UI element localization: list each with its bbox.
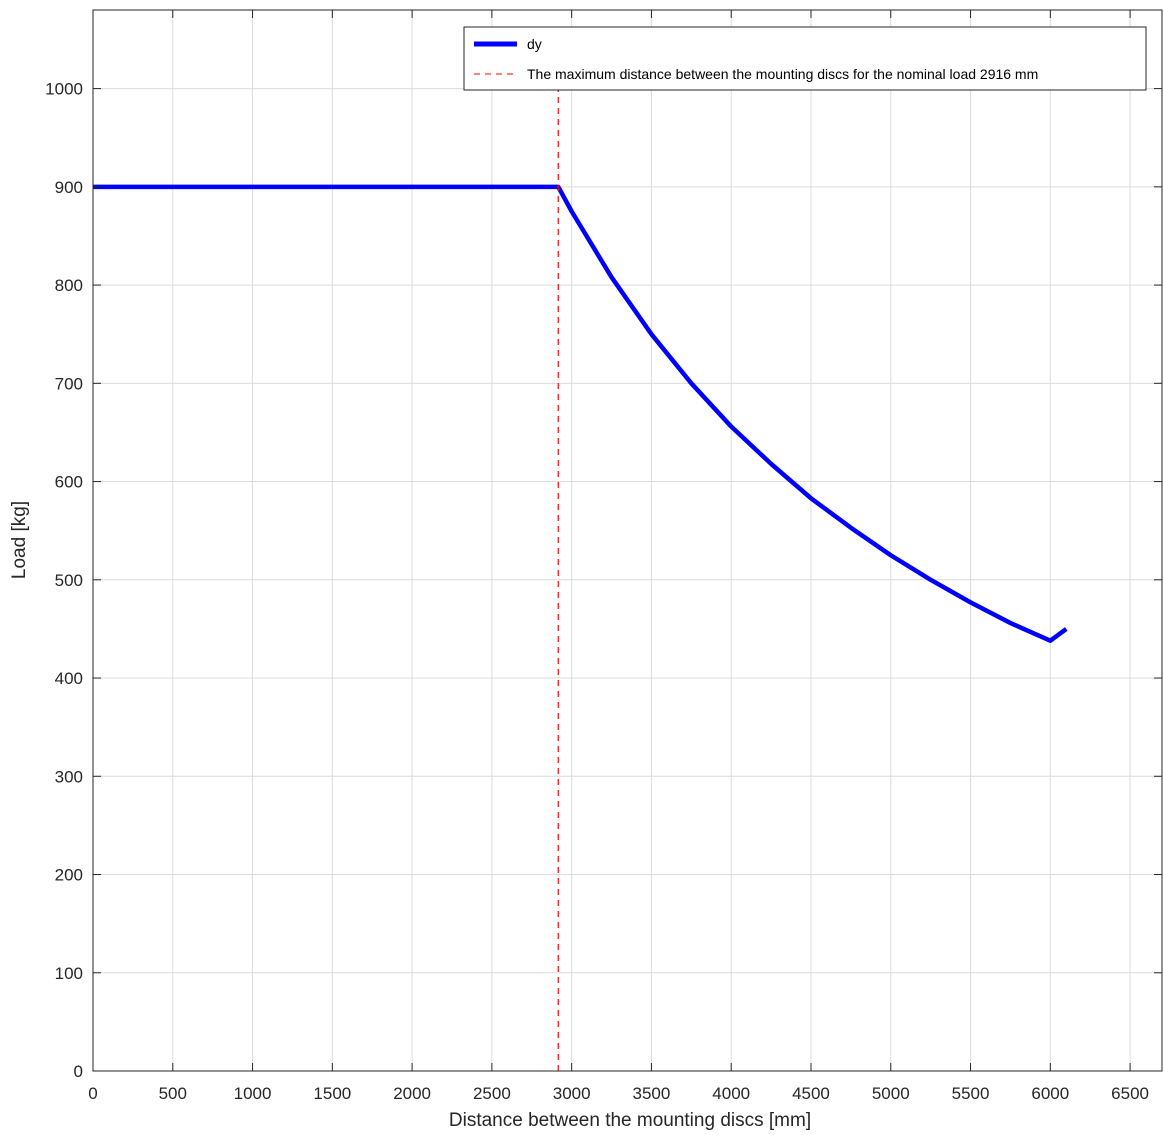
- axes-frame: [92, 9, 1163, 1072]
- x-tick-label: 0: [88, 1084, 97, 1103]
- legend-label-max-distance: The maximum distance between the mountin…: [527, 66, 1038, 82]
- y-tick-label: 0: [74, 1062, 83, 1081]
- y-tick-label: 500: [55, 571, 83, 590]
- y-tick-label: 400: [55, 669, 83, 688]
- x-tick-label: 6500: [1111, 1084, 1149, 1103]
- y-tick-label: 600: [55, 473, 83, 492]
- series-line-dy: [93, 184, 1068, 643]
- ticks: [92, 10, 1162, 1072]
- x-tick-label: 4500: [792, 1084, 830, 1103]
- x-tick-label: 2500: [473, 1084, 511, 1103]
- x-tick-label: 6000: [1031, 1084, 1069, 1103]
- y-tick-label: 200: [55, 866, 83, 885]
- legend-box: [463, 26, 1147, 91]
- x-axis-label: Distance between the mounting discs [mm]: [449, 1110, 811, 1131]
- x-tick-label: 1500: [313, 1084, 351, 1103]
- y-tick-label: 800: [55, 276, 83, 295]
- x-tick-label: 500: [159, 1084, 187, 1103]
- x-tick-label: 3500: [633, 1084, 671, 1103]
- plot-area: [93, 88, 1068, 1071]
- legend-label-dy: dy: [527, 36, 542, 52]
- x-tick-label: 2000: [393, 1084, 431, 1103]
- y-tick-label: 1000: [45, 80, 83, 99]
- y-axis-label: Load [kg]: [9, 501, 30, 579]
- x-tick-label: 1000: [234, 1084, 272, 1103]
- x-tick-label: 4000: [712, 1084, 750, 1103]
- legend: dy The maximum distance between the moun…: [463, 26, 1147, 91]
- y-tick-label: 100: [55, 964, 83, 983]
- y-tick-label: 900: [55, 178, 83, 197]
- tick-labels: 0 500 1000 1500 2000 2500 3000 3500 4000 4500 5000…: [45, 80, 1149, 1103]
- x-tick-label: 3000: [553, 1084, 591, 1103]
- y-tick-label: 300: [55, 767, 83, 786]
- x-tick-label: 5500: [952, 1084, 990, 1103]
- x-tick-label: 5000: [872, 1084, 910, 1103]
- y-tick-label: 700: [55, 374, 83, 393]
